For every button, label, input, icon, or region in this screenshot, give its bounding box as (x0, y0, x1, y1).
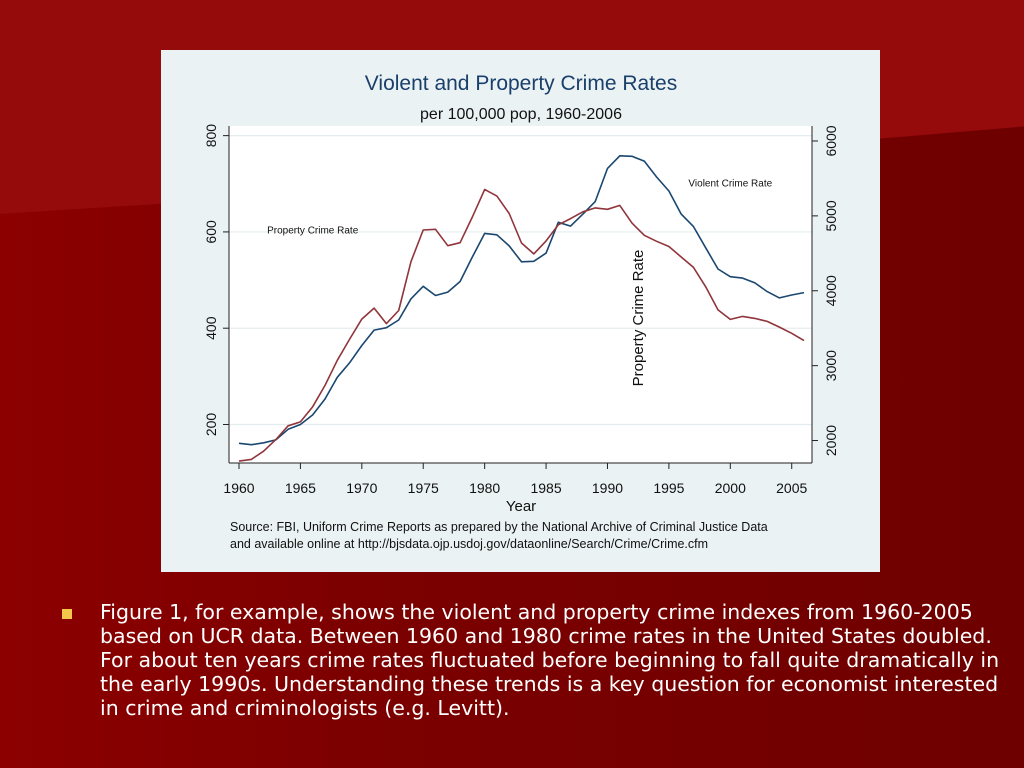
chart-title: Violent and Property Crime Rates (365, 72, 677, 95)
y-right-tick-label: 4000 (823, 275, 839, 306)
x-tick-label: 2005 (776, 480, 807, 496)
x-axis-label: Year (506, 498, 536, 515)
x-tick-label: 1980 (469, 480, 500, 496)
y-right-tick-label: 6000 (823, 125, 839, 156)
property-crime-line (238, 188, 805, 462)
x-tick-label: 2000 (715, 480, 746, 496)
y-right-axis-label: Property Crime Rate (630, 250, 647, 387)
y-left-tick-label: 600 (203, 220, 219, 244)
y-left-tick-label: 400 (203, 316, 219, 340)
bullet-text: Figure 1, for example, shows the violent… (100, 600, 1000, 720)
y-left-tick-label: 800 (203, 124, 219, 148)
y-left-tick-label: 200 (203, 413, 219, 437)
y-right-tick-label: 3000 (823, 350, 839, 381)
chart-panel: 200 400 600 800 2000 3000 4000 5000 6000 1960 1965… (161, 50, 880, 572)
x-tick-label: 1985 (530, 480, 561, 496)
y-right-tick-label: 5000 (823, 200, 839, 231)
x-tick-label: 1975 (408, 480, 439, 496)
x-tick-label: 1990 (592, 480, 623, 496)
property-crime-annotation: Property Crime Rate (267, 225, 359, 236)
y-right-tick-label: 2000 (823, 425, 839, 456)
x-tick-label: 1965 (285, 480, 316, 496)
crime-rate-chart: 200 400 600 800 2000 3000 4000 5000 6000 1960 1965… (161, 50, 880, 572)
bullet-marker-icon (62, 609, 72, 619)
violent-crime-line (238, 155, 805, 446)
chart-subtitle: per 100,000 pop, 1960-2006 (420, 106, 622, 123)
gridlines (229, 135, 812, 426)
plot-region (229, 126, 812, 463)
source-note-line1: Source: FBI, Uniform Crime Reports as pr… (230, 520, 768, 534)
x-tick-label: 1995 (653, 480, 684, 496)
series-lines (238, 155, 805, 462)
violent-crime-annotation: Violent Crime Rate (688, 179, 772, 190)
source-note-line2: and available online at http://bjsdata.o… (230, 537, 708, 551)
axes: 200 400 600 800 2000 3000 4000 5000 6000 1960 1965… (203, 124, 839, 496)
x-tick-label: 1970 (346, 480, 377, 496)
x-tick-label: 1960 (223, 480, 254, 496)
